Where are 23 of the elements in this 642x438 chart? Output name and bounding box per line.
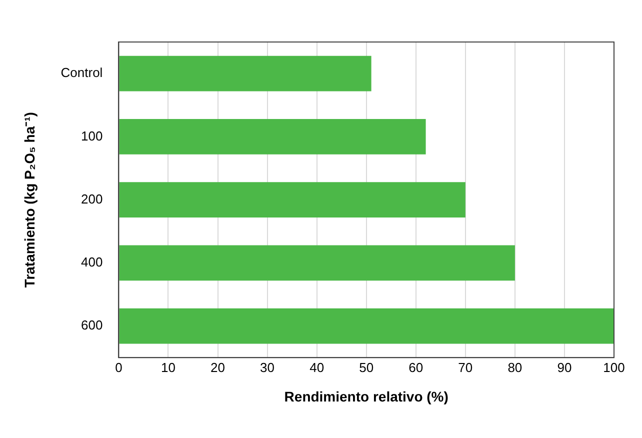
y-tick-label: 600: [81, 318, 103, 333]
x-tick-label: 80: [508, 360, 522, 375]
x-tick-label: 30: [260, 360, 275, 375]
y-tick-label: 200: [81, 191, 103, 206]
x-tick-label: 0: [115, 360, 122, 375]
y-tick-label: Control: [60, 65, 103, 80]
x-tick-label: 50: [359, 360, 374, 375]
x-axis-title: Rendimiento relativo (%): [284, 388, 448, 404]
x-tick-label: 60: [408, 360, 424, 375]
x-tick-label: 70: [458, 360, 473, 375]
x-tick-label: 100: [603, 360, 625, 375]
bar: [119, 119, 426, 154]
bar: [119, 245, 515, 281]
x-tick-label: 10: [161, 360, 176, 375]
x-tick-label: 20: [210, 360, 225, 375]
x-tick-label: 90: [557, 360, 572, 375]
bar: [119, 56, 372, 92]
x-tick-label: 40: [310, 360, 324, 375]
bar: [119, 182, 466, 218]
bar: [119, 308, 614, 344]
y-axis-title: Tratamiento (kg P₂O₅ ha⁻¹): [21, 112, 38, 288]
y-tick-label: 100: [81, 128, 103, 144]
y-tick-label: 400: [81, 254, 103, 270]
